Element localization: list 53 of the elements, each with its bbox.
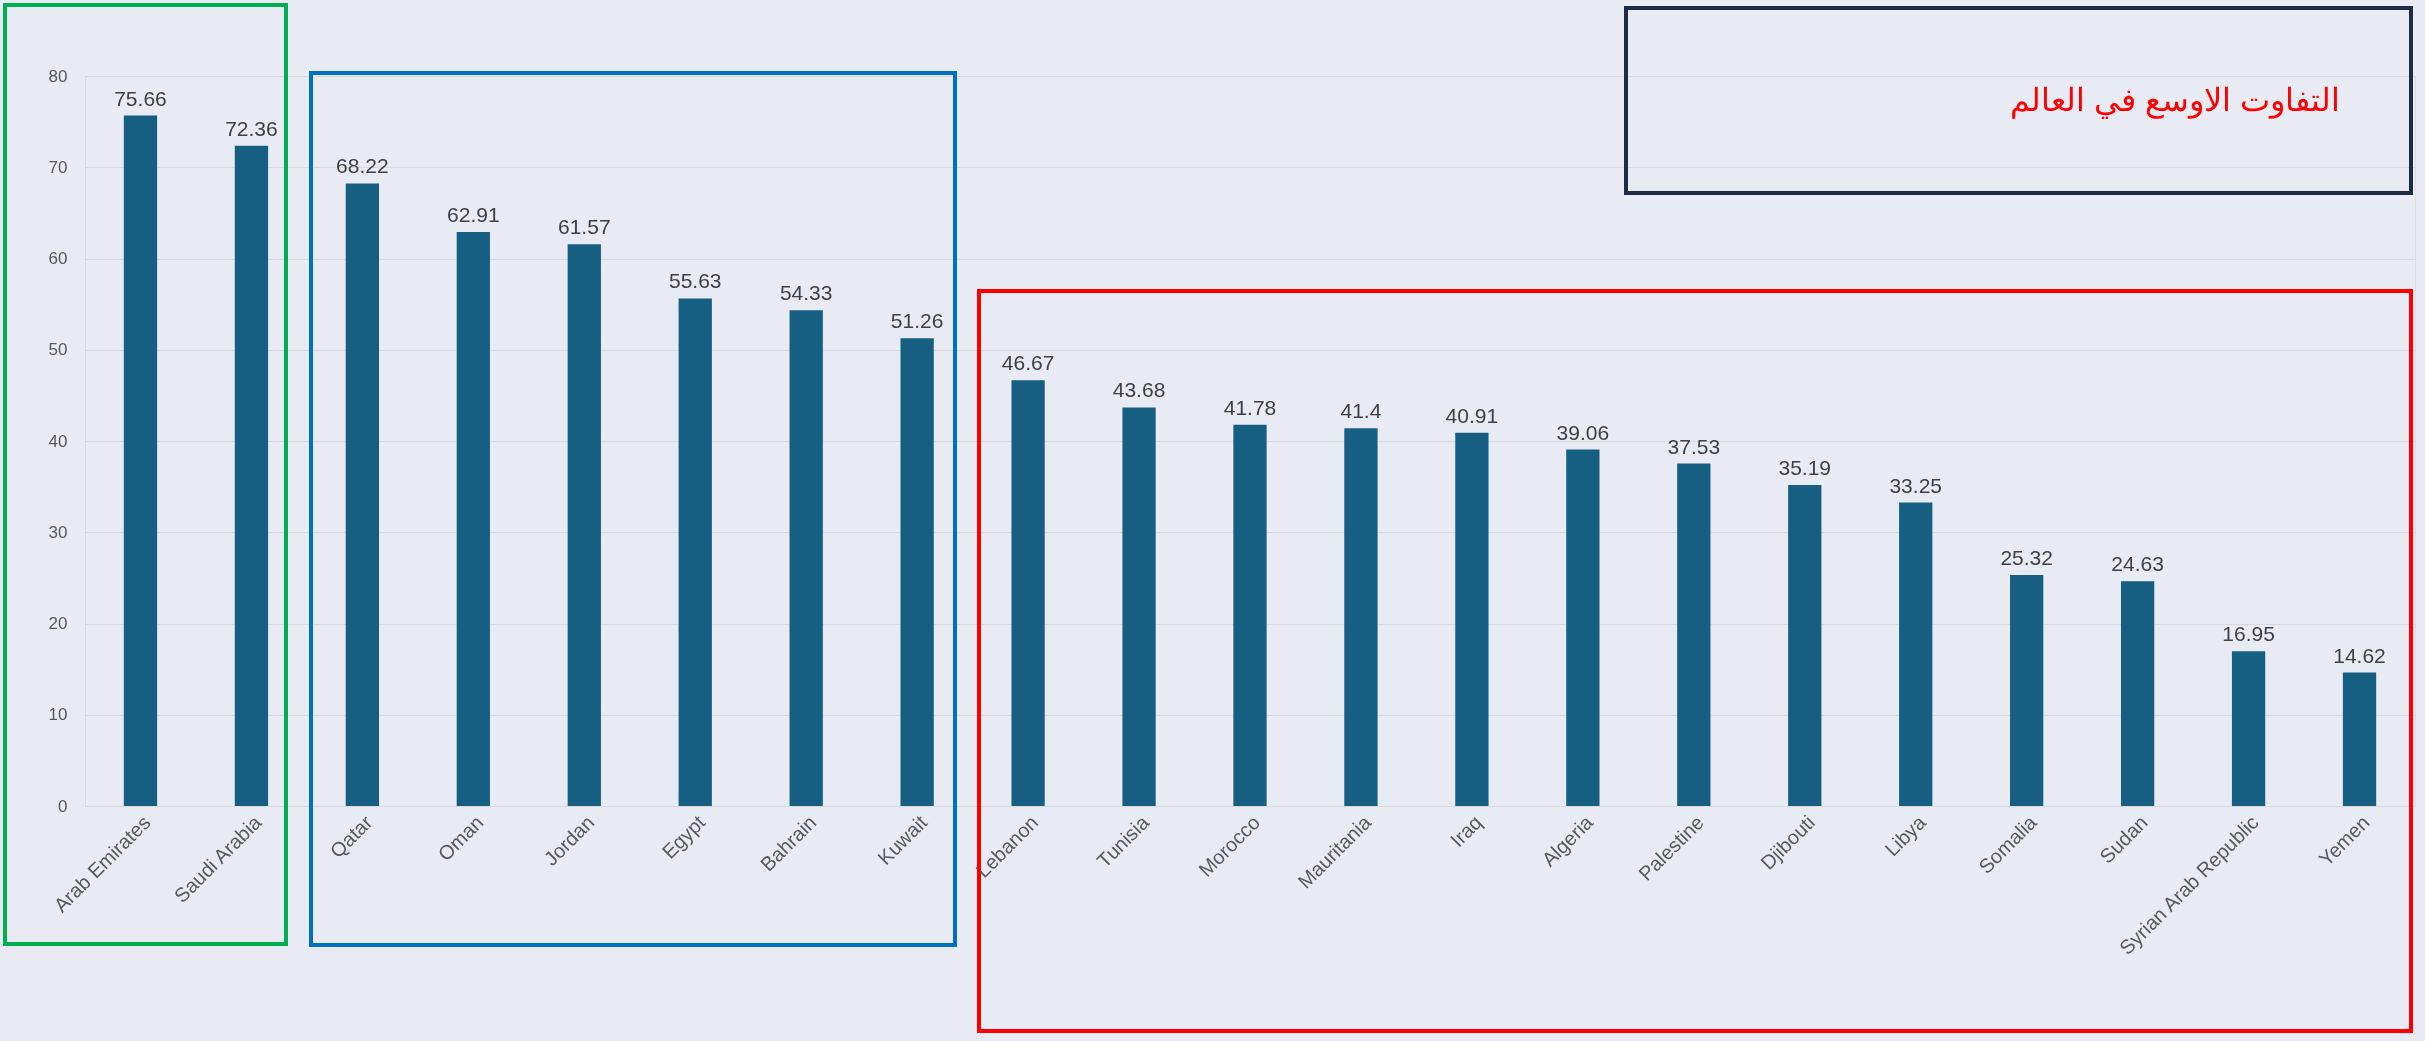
bar — [789, 310, 823, 806]
bar — [1899, 502, 1933, 806]
y-tick-label: 40 — [48, 431, 68, 451]
data-label: 72.36 — [225, 116, 278, 140]
bar — [1455, 432, 1489, 806]
bar — [900, 338, 934, 806]
data-label: 43.68 — [1112, 378, 1166, 402]
bar — [1122, 407, 1156, 806]
data-label: 68.22 — [336, 154, 389, 178]
bar — [567, 244, 601, 806]
annotation: التفاوت الاوسع في العالم — [2010, 82, 2340, 119]
data-label: 37.53 — [1667, 434, 1721, 458]
bar — [2010, 574, 2044, 806]
data-label: 41.4 — [1340, 399, 1382, 423]
bar — [2231, 651, 2266, 806]
bar — [2342, 672, 2377, 806]
data-label: 55.63 — [668, 269, 722, 293]
bar — [1344, 428, 1378, 806]
data-label: 51.26 — [890, 309, 944, 333]
bar — [456, 231, 490, 806]
data-label: 35.19 — [1778, 455, 1832, 479]
y-tick-label: 10 — [48, 705, 68, 725]
y-tick-label: 50 — [48, 340, 68, 360]
bar — [345, 183, 380, 806]
y-tick-label: 80 — [48, 66, 68, 86]
data-label: 25.32 — [2000, 545, 2053, 569]
bar — [1677, 463, 1711, 806]
data-label: 24.63 — [2111, 552, 2164, 576]
data-label: 40.91 — [1445, 403, 1499, 427]
data-label: 46.67 — [1001, 351, 1055, 375]
y-tick-label: 20 — [48, 614, 68, 633]
data-label: 14.62 — [2333, 643, 2386, 667]
data-label: 16.95 — [2222, 622, 2275, 646]
x-tick-label: Iraq — [1446, 811, 1487, 852]
bar — [678, 298, 712, 806]
data-label: 39.06 — [1556, 420, 1610, 444]
data-label: 54.33 — [779, 281, 833, 305]
data-label: 41.78 — [1223, 395, 1277, 419]
data-label: 62.91 — [447, 202, 500, 226]
bar — [1566, 449, 1600, 806]
bar — [1011, 380, 1045, 806]
bar — [234, 145, 269, 806]
y-tick-label: 70 — [48, 157, 68, 177]
data-label: 61.57 — [558, 215, 611, 239]
y-tick-label: 30 — [48, 522, 68, 542]
y-tick-label: 60 — [48, 249, 68, 268]
bar — [123, 115, 158, 806]
bar — [1788, 484, 1822, 806]
y-tick-label: 0 — [58, 796, 68, 816]
bar — [2120, 581, 2155, 806]
bar — [1233, 424, 1267, 806]
data-label: 33.25 — [1889, 473, 1942, 497]
data-label: 75.66 — [114, 86, 167, 110]
